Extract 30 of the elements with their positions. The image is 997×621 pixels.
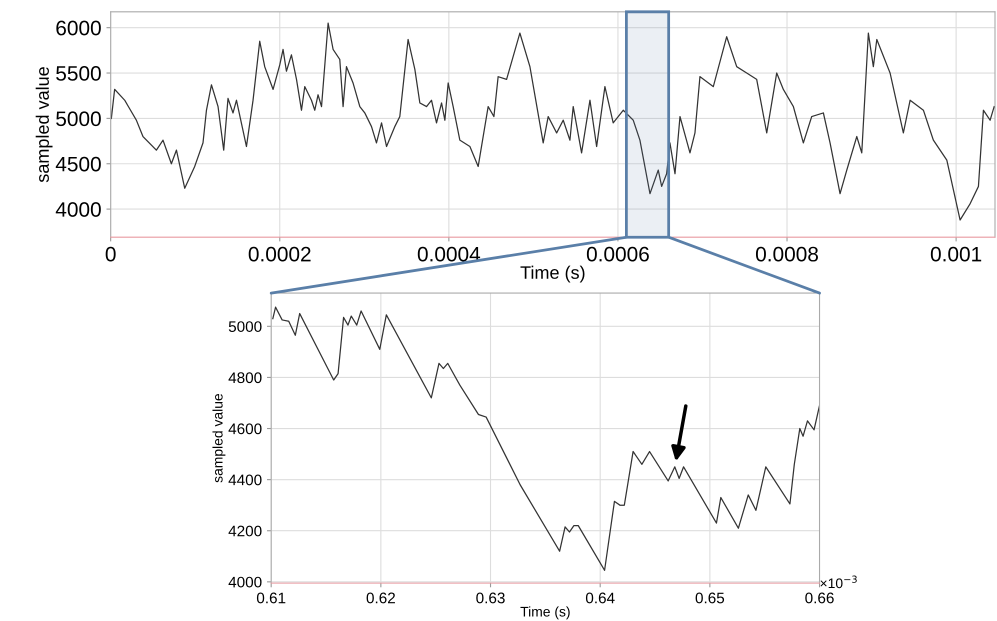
x-tick-label: 0.0008	[756, 246, 818, 262]
y-axis-title: sampled value	[36, 67, 53, 182]
y-tick-label: 5000	[56, 111, 101, 126]
text: ×10$^{−3}$	[820, 576, 857, 588]
x-tick-label: 0.63	[476, 592, 505, 604]
x-tick-label: 0.64	[586, 592, 615, 604]
line-series	[272, 306, 820, 571]
x-tick-label: 0.62	[366, 592, 395, 604]
y-tick-label: 4000	[56, 202, 101, 217]
y-tick-label: 4800	[228, 372, 262, 384]
y-tick-label: 6000	[56, 20, 101, 36]
x-tick-label: 0.0004	[418, 246, 480, 262]
x-axis-title: Time (s)	[520, 266, 584, 282]
line-series	[110, 22, 995, 221]
x-axis-title: Time (s)	[520, 606, 570, 620]
x-tick-label: 0.0002	[248, 246, 311, 262]
y-tick-label: 5500	[56, 66, 101, 81]
x-tick-label: 0.001	[930, 246, 982, 262]
x-tick-label: 0.61	[256, 592, 286, 604]
y-tick-label: 4500	[56, 156, 101, 172]
x-tick-label: 0.65	[696, 592, 724, 604]
x-tick-label: 0.0006	[586, 246, 649, 262]
x-tick-label: 0	[106, 246, 116, 262]
y-tick-label: 4000	[228, 576, 262, 588]
y-tick-label: 4400	[228, 474, 262, 486]
x-tick-label: 0.66	[805, 592, 834, 604]
y-tick-label: 4600	[228, 423, 262, 434]
y-tick-label: 4200	[228, 526, 262, 536]
y-tick-label: 5000	[228, 321, 262, 332]
y-axis-title: sampled value	[212, 394, 226, 483]
